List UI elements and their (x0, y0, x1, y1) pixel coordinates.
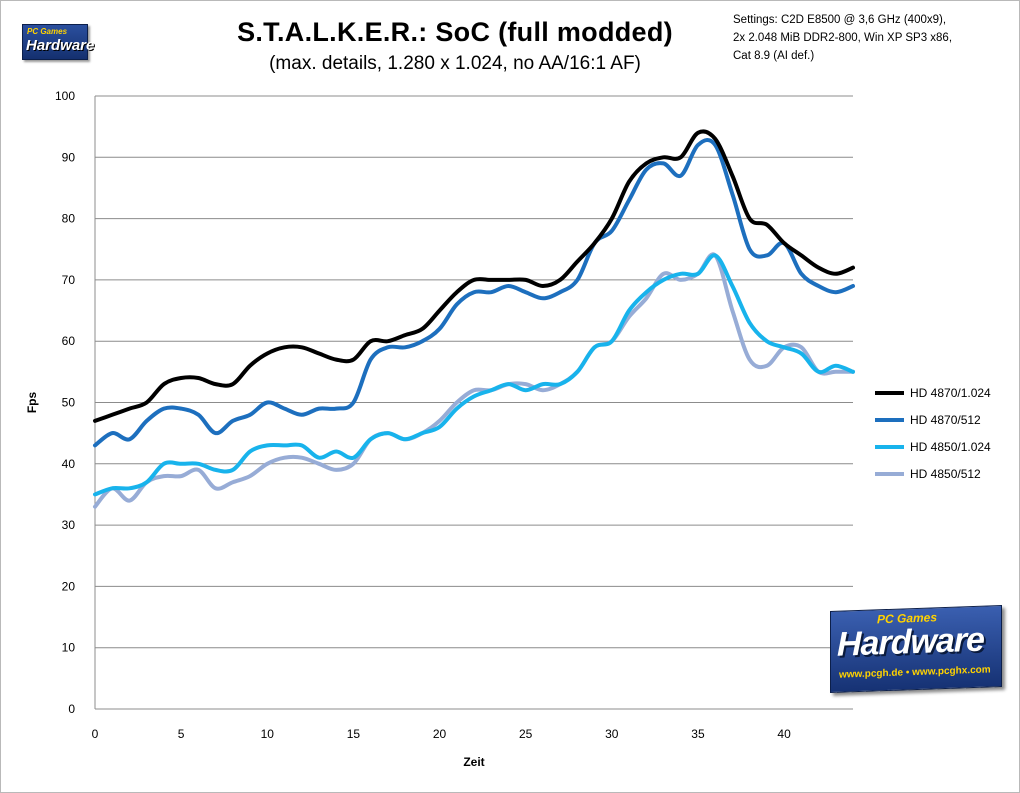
y-axis-label: Fps (25, 392, 39, 414)
y-tick-label: 60 (62, 334, 76, 348)
y-tick-label: 10 (62, 641, 76, 655)
settings-line: Cat 8.9 (AI def.) (733, 50, 815, 62)
pcgh-logo-large: PC Games Hardware www.pcgh.de • www.pcgh… (830, 604, 1002, 694)
x-tick-label: 10 (261, 727, 275, 741)
series-line (93, 253, 855, 497)
y-tick-label: 100 (55, 89, 75, 103)
y-tick-label: 0 (68, 702, 75, 716)
logo-big-url: www.pcgh.de • www.pcghx.com (839, 664, 991, 681)
legend-label: HD 4850/512 (910, 467, 981, 481)
x-tick-label: 0 (92, 727, 99, 741)
y-tick-label: 40 (62, 457, 76, 471)
settings-note: Settings: C2D E8500 @ 3,6 GHz (400x9), 2… (733, 11, 1018, 65)
series-line (93, 129, 855, 423)
y-tick-label: 90 (62, 150, 76, 164)
logo-small-sub: PC Games (27, 27, 68, 36)
x-tick-label: 20 (433, 727, 447, 741)
series-line (93, 138, 855, 448)
x-tick-label: 35 (691, 727, 705, 741)
series-line (93, 252, 855, 509)
y-tick-label: 80 (62, 212, 76, 226)
y-tick-label: 30 (62, 518, 76, 532)
legend-label: HD 4870/512 (910, 413, 981, 427)
y-tick-label: 50 (62, 396, 76, 410)
x-tick-label: 30 (605, 727, 619, 741)
y-tick-label: 70 (62, 273, 76, 287)
chart-subtitle: (max. details, 1.280 x 1.024, no AA/16:1… (269, 53, 641, 74)
legend-label: HD 4850/1.024 (910, 440, 991, 454)
logo-small-text: Hardware (26, 37, 95, 54)
x-axis-label: Zeit (463, 755, 484, 769)
legend-label: HD 4870/1.024 (910, 386, 991, 400)
x-tick-label: 15 (347, 727, 361, 741)
chart-title: S.T.A.L.K.E.R.: SoC (full modded) (237, 17, 673, 47)
x-tick-label: 40 (777, 727, 791, 741)
logo-big-text: Hardware (837, 620, 984, 664)
settings-line: 2x 2.048 MiB DDR2-800, Win XP SP3 x86, (733, 32, 953, 44)
pcgh-logo-small: PC Games Hardware (22, 24, 94, 60)
x-tick-label: 5 (178, 727, 185, 741)
x-tick-label: 25 (519, 727, 533, 741)
y-tick-label: 20 (62, 579, 76, 593)
settings-line: Settings: C2D E8500 @ 3,6 GHz (400x9), (733, 14, 947, 26)
